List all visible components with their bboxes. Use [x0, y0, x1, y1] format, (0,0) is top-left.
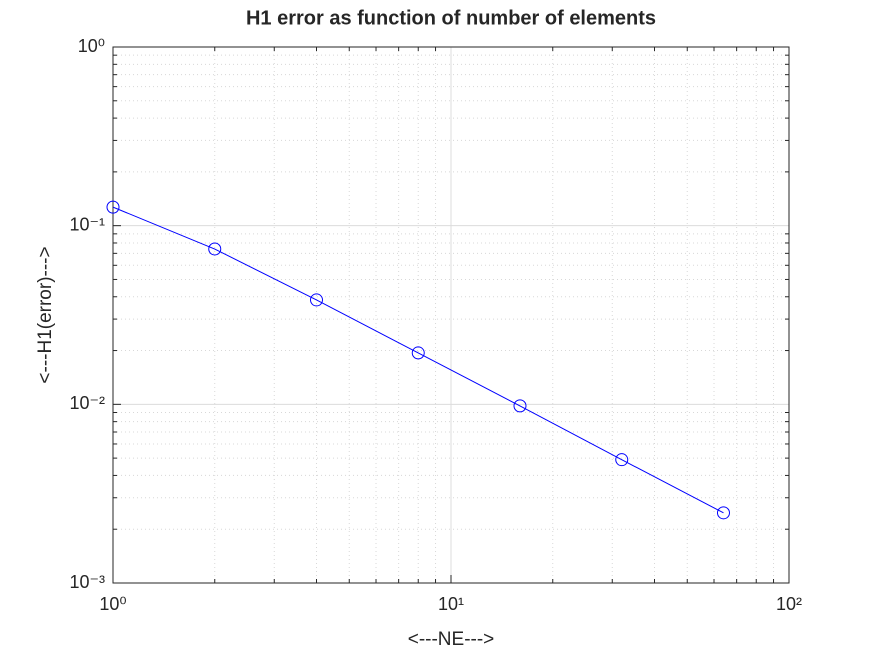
data-point	[411, 346, 425, 360]
data-point	[615, 453, 629, 467]
x-tick-label: 10¹	[438, 594, 464, 614]
x-axis-label: <---NE--->	[408, 629, 495, 650]
y-tick-label: 10⁰	[78, 36, 105, 56]
series-line	[112, 206, 724, 514]
data-point	[716, 506, 730, 520]
y-tick-label: 10⁻²	[69, 393, 105, 413]
data-point	[208, 242, 222, 256]
data-point	[309, 293, 323, 307]
data-point	[106, 200, 120, 214]
x-tick-label: 10⁰	[99, 594, 126, 614]
y-tick-label: 10⁻¹	[69, 214, 105, 234]
y-axis-label: <---H1(error)--->	[35, 246, 56, 383]
y-tick-label: 10⁻³	[69, 572, 105, 592]
chart-title: H1 error as function of number of elemen…	[246, 7, 656, 29]
data-point	[513, 399, 527, 413]
x-tick-label: 10²	[776, 594, 802, 614]
plot-frame	[112, 46, 790, 584]
